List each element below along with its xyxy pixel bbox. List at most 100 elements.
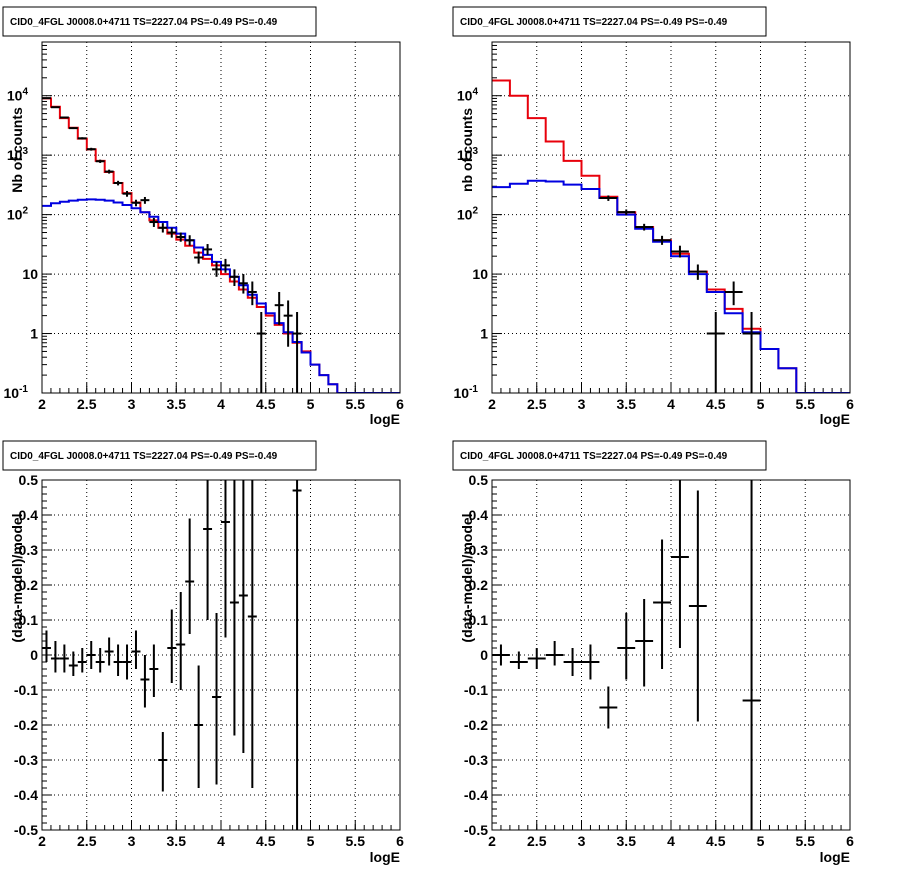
data-point — [176, 232, 186, 242]
y-tick-label: 0.3 — [469, 542, 489, 558]
data-point — [113, 180, 123, 186]
data-point — [509, 651, 528, 669]
y-axis-label: nb of counts — [459, 108, 475, 192]
series-layer — [42, 480, 302, 830]
y-axis-label: (data-model)/model — [459, 513, 475, 642]
data-point — [59, 644, 69, 673]
x-tick-label: 5.5 — [796, 833, 816, 849]
data-point — [238, 480, 248, 753]
x-tick-label: 2 — [38, 833, 46, 849]
data-point — [104, 637, 114, 666]
data-point — [292, 312, 302, 393]
data-point — [50, 106, 60, 109]
data-point — [167, 609, 177, 683]
data-point — [185, 518, 195, 634]
data-point — [563, 648, 582, 676]
data-point — [42, 97, 51, 100]
title-box — [452, 6, 767, 37]
data-point — [635, 599, 654, 687]
series-layer — [492, 480, 761, 830]
data-point — [194, 251, 204, 264]
x-tick-label: 5 — [757, 833, 765, 849]
data-point — [617, 209, 636, 216]
residual-panel-left: CID0_4FGL J0008.0+4711 TS=2227.04 PS=-0.… — [2, 440, 404, 865]
x-tick-label: 4 — [217, 833, 225, 849]
data-point — [149, 217, 159, 227]
chart-title: CID0_4FGL J0008.0+4711 TS=2227.04 PS=-0.… — [10, 451, 278, 462]
y-tick-label: 0.1 — [19, 612, 39, 628]
x-tick-label: 4.5 — [256, 833, 276, 849]
x-tick-label: 4 — [667, 833, 675, 849]
x-tick-label: 2 — [38, 396, 46, 412]
data-point — [122, 644, 132, 680]
chart-title: CID0_4FGL J0008.0+4711 TS=2227.04 PS=-0.… — [10, 17, 278, 28]
data-point — [653, 235, 671, 245]
x-tick-label: 5 — [307, 833, 315, 849]
x-tick-label: 4.5 — [706, 833, 726, 849]
data-point — [221, 258, 230, 273]
data-point — [86, 641, 96, 669]
x-tick-label: 6 — [396, 833, 404, 849]
data-point — [149, 644, 159, 697]
y-tick-label: 0.4 — [19, 507, 39, 523]
y-tick-label: 0.5 — [469, 472, 489, 488]
counts-panel-left: CID0_4FGL J0008.0+4711 TS=2227.04 PS=-0.… — [2, 6, 404, 427]
data-point — [95, 159, 105, 163]
y-tick-label: -0.4 — [14, 787, 38, 803]
plot-frame — [41, 479, 401, 831]
x-tick-label: 3.5 — [167, 833, 187, 849]
data-point — [50, 641, 60, 673]
y-axis-label: (data-model)/model — [9, 513, 25, 642]
x-tick-label: 2.5 — [77, 396, 97, 412]
y-tick-label: 0.2 — [469, 577, 489, 593]
data-point — [229, 269, 239, 287]
x-tick-label: 5.5 — [346, 396, 366, 412]
data-point — [86, 147, 96, 151]
data-point — [140, 655, 150, 708]
data-point — [221, 480, 230, 638]
y-tick-label: 1 — [480, 326, 488, 342]
data-point — [742, 312, 761, 393]
data-point — [167, 227, 177, 238]
y-axis-label: Nb of counts — [9, 107, 25, 193]
data-point — [104, 169, 114, 174]
y-tick-label: -0.5 — [464, 822, 488, 838]
series-layer — [492, 79, 850, 393]
data-point — [42, 630, 51, 662]
x-tick-label: 4.5 — [706, 396, 726, 412]
data-point — [688, 490, 707, 722]
x-axis-label: logE — [370, 411, 400, 427]
x-tick-label: 5.5 — [346, 833, 366, 849]
data-point — [113, 644, 123, 676]
data-point — [671, 480, 689, 648]
y-tick-label: -0.1 — [14, 682, 38, 698]
plot-frame — [491, 41, 851, 394]
data-point — [283, 300, 293, 347]
data-point — [212, 613, 221, 785]
plot-frame — [41, 41, 401, 394]
data-point — [599, 686, 618, 729]
plot-area — [42, 480, 400, 830]
data-point — [140, 196, 150, 204]
data-point — [203, 480, 213, 620]
x-tick-label: 6 — [846, 833, 854, 849]
x-tick-label: 2.5 — [77, 833, 97, 849]
data-point — [724, 281, 743, 306]
data-point — [742, 480, 761, 830]
x-tick-label: 4 — [667, 396, 675, 412]
title-box — [2, 6, 317, 37]
data-point — [185, 235, 195, 246]
data-point — [492, 644, 510, 666]
x-tick-label: 2 — [488, 396, 496, 412]
x-tick-label: 5 — [307, 396, 315, 412]
data-point — [274, 291, 284, 325]
y-tick-label: 0.3 — [19, 542, 39, 558]
data-point — [247, 480, 257, 788]
title-box — [452, 440, 767, 471]
x-tick-label: 3.5 — [617, 396, 637, 412]
chart-title: CID0_4FGL J0008.0+4711 TS=2227.04 PS=-0.… — [460, 451, 728, 462]
data-point — [617, 613, 636, 680]
x-tick-label: 3 — [578, 833, 586, 849]
y-tick-label: 0 — [480, 647, 488, 663]
y-tick-label: 0 — [30, 647, 38, 663]
